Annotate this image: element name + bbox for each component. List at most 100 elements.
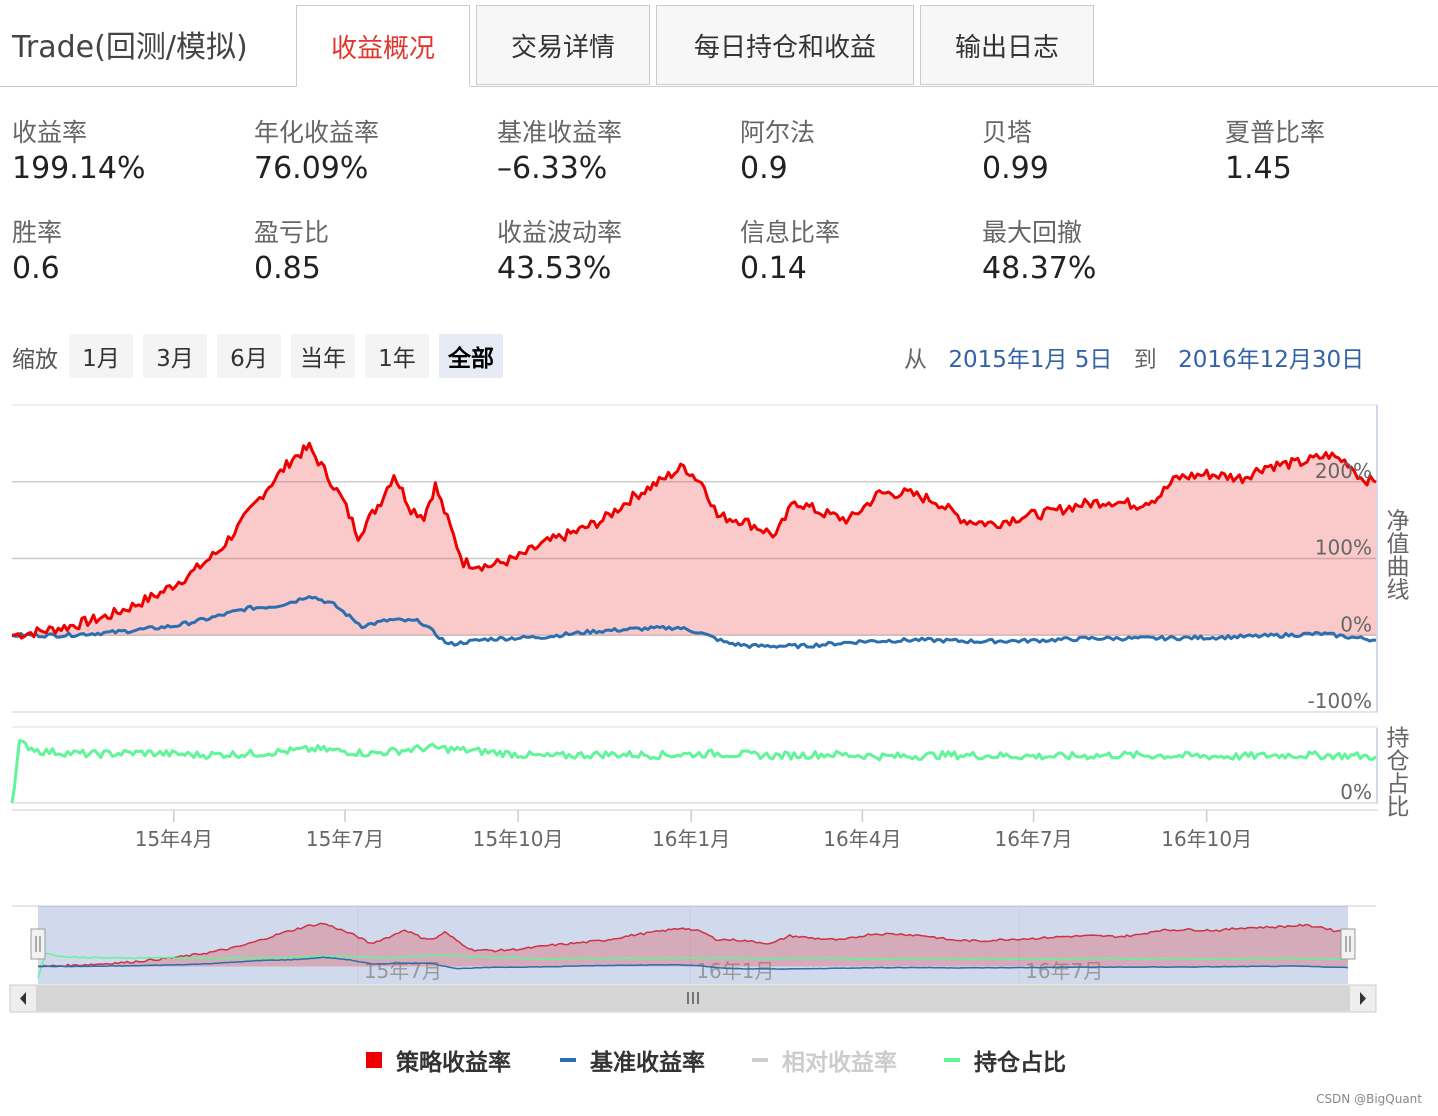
metric-volatility: 收益波动率 43.53% <box>497 218 727 290</box>
handle-grip <box>1340 928 1356 960</box>
zoom-all-button[interactable]: 全部 <box>439 334 503 378</box>
tab-output-log[interactable]: 输出日志 <box>920 5 1094 85</box>
position-y-axis-label: 持仓占比 <box>1382 726 1410 818</box>
metric-label: 夏普比率 <box>1225 118 1326 147</box>
metric-value: 0.85 <box>254 251 321 286</box>
x-tick-label: 16年7月 <box>994 827 1072 851</box>
x-tick-label: 16年4月 <box>823 827 901 851</box>
y-tick-label: 200% <box>1315 459 1372 483</box>
metric-beta: 贝塔 0.99 <box>982 118 1212 190</box>
navigator-scrollbar[interactable] <box>9 984 1377 1013</box>
navigator[interactable]: 15年7月 16年1月 16年7月 <box>9 905 1377 1013</box>
x-tick-label: 16年10月 <box>1161 827 1252 851</box>
legend-marker-square <box>366 1052 382 1068</box>
metric-information-ratio: 信息比率 0.14 <box>740 218 970 290</box>
metric-label: 最大回撤 <box>982 218 1083 247</box>
metric-annual-return: 年化收益率 76.09% <box>254 118 484 190</box>
app-title: Trade(回测/模拟) <box>12 30 248 65</box>
navigator-tick-label: 16年7月 <box>1025 959 1103 983</box>
x-tick-label: 15年7月 <box>306 827 384 851</box>
navigator-position-line <box>37 952 1349 979</box>
date-range: 从 2015年1月 5日 到 2016年12月30日 <box>904 340 1364 374</box>
axis-labels: 200% 100% 0% -100% 净值曲线 0% 持仓占比 15年4月 15年7月 15年10… <box>135 459 1410 851</box>
metric-label: 贝塔 <box>982 118 1033 147</box>
zoom-1m-button[interactable]: 1月 <box>69 334 133 378</box>
navigator-right-handle[interactable] <box>1340 928 1356 960</box>
metric-benchmark-return: 基准收益率 –6.33% <box>497 118 727 190</box>
range-from-input[interactable]: 2015年1月 5日 <box>948 347 1113 373</box>
metric-value: 0.14 <box>740 251 807 286</box>
strategy-return-line <box>11 441 1377 640</box>
metric-value: –6.33% <box>497 151 608 186</box>
benchmark-return-line <box>11 595 1376 650</box>
zoom-ytd-button[interactable]: 当年 <box>291 334 355 378</box>
metric-value: 76.09% <box>254 151 369 186</box>
navigator-left-handle[interactable] <box>30 928 46 960</box>
metric-return: 收益率 199.14% <box>12 118 242 190</box>
legend-marker-line <box>752 1058 768 1062</box>
tab-daily-positions[interactable]: 每日持仓和收益 <box>656 5 914 85</box>
metric-label: 阿尔法 <box>740 118 816 147</box>
scroll-right-arrow-icon <box>1360 992 1366 1005</box>
metric-label: 基准收益率 <box>497 118 623 147</box>
legend-label: 持仓占比 <box>974 1050 1066 1076</box>
zoom-label: 缩放 <box>12 347 58 373</box>
x-tick-label: 16年1月 <box>652 827 730 851</box>
metric-alpha: 阿尔法 0.9 <box>740 118 970 190</box>
metric-label: 信息比率 <box>740 218 841 247</box>
navigator-background <box>12 906 1376 984</box>
metric-max-drawdown: 最大回撤 48.37% <box>982 218 1212 290</box>
performance-chart: 200% 100% 0% -100% 净值曲线 0% 持仓占比 15年4月 15年7月 15年10… <box>9 404 1410 1013</box>
legend-label: 策略收益率 <box>396 1050 511 1076</box>
metric-sharpe: 夏普比率 1.45 <box>1225 118 1438 190</box>
range-to-label: 到 <box>1133 347 1157 373</box>
main-y-axis-label: 净值曲线 <box>1382 509 1410 601</box>
metric-value: 43.53% <box>497 251 612 286</box>
tab-overview[interactable]: 收益概况 <box>296 5 470 87</box>
metric-value: 1.45 <box>1225 151 1292 186</box>
position-ratio-line <box>10 739 1377 804</box>
legend-label: 相对收益率 <box>782 1050 897 1076</box>
position-plot <box>10 739 1377 804</box>
navigator-benchmark-line <box>37 956 1349 970</box>
legend-item-benchmark[interactable]: 基准收益率 <box>560 1044 705 1076</box>
metric-value: 48.37% <box>982 251 1097 286</box>
watermark: CSDN @BigQuant <box>1316 1092 1422 1106</box>
scroll-left-arrow-icon <box>20 992 26 1005</box>
metric-label: 盈亏比 <box>254 218 330 247</box>
range-from-label: 从 <box>904 347 927 373</box>
grid-lines <box>12 404 1378 822</box>
navigator-tick-label: 16年1月 <box>696 959 774 983</box>
main-plot <box>11 441 1377 650</box>
metric-profit-loss-ratio: 盈亏比 0.85 <box>254 218 484 290</box>
legend-label: 基准收益率 <box>590 1050 705 1076</box>
zoom-1y-button[interactable]: 1年 <box>365 334 429 378</box>
metric-value: 0.9 <box>740 151 788 186</box>
metric-label: 年化收益率 <box>254 118 380 147</box>
zoom-3m-button[interactable]: 3月 <box>143 334 207 378</box>
legend-item-position[interactable]: 持仓占比 <box>944 1044 1066 1076</box>
x-tick-label: 15年4月 <box>135 827 213 851</box>
y-tick-label: 0% <box>1340 612 1372 636</box>
navigator-strategy-line <box>37 922 1348 968</box>
tab-bar: Trade(回测/模拟) 收益概况 交易详情 每日持仓和收益 输出日志 <box>0 0 1438 87</box>
y-tick-label: -100% <box>1308 689 1372 713</box>
legend-marker-line <box>944 1058 960 1062</box>
strategy-return-area <box>12 443 1376 639</box>
metric-value: 0.6 <box>12 251 60 286</box>
legend-item-relative[interactable]: 相对收益率 <box>752 1044 897 1076</box>
legend-item-strategy[interactable]: 策略收益率 <box>366 1044 511 1076</box>
metric-value: 199.14% <box>12 151 146 186</box>
range-to-input[interactable]: 2016年12月30日 <box>1178 347 1365 373</box>
metric-win-rate: 胜率 0.6 <box>12 218 242 290</box>
metric-label: 收益波动率 <box>497 218 623 247</box>
navigator-strategy-area <box>38 923 1348 967</box>
handle-grip <box>30 928 46 960</box>
tab-trade-details[interactable]: 交易详情 <box>476 5 650 85</box>
navigator-selection <box>38 906 1348 984</box>
position-y-tick-label: 0% <box>1340 780 1372 804</box>
zoom-6m-button[interactable]: 6月 <box>217 334 281 378</box>
metric-label: 收益率 <box>12 118 88 147</box>
legend-marker-line <box>560 1058 576 1062</box>
x-tick-label: 15年10月 <box>473 827 564 851</box>
